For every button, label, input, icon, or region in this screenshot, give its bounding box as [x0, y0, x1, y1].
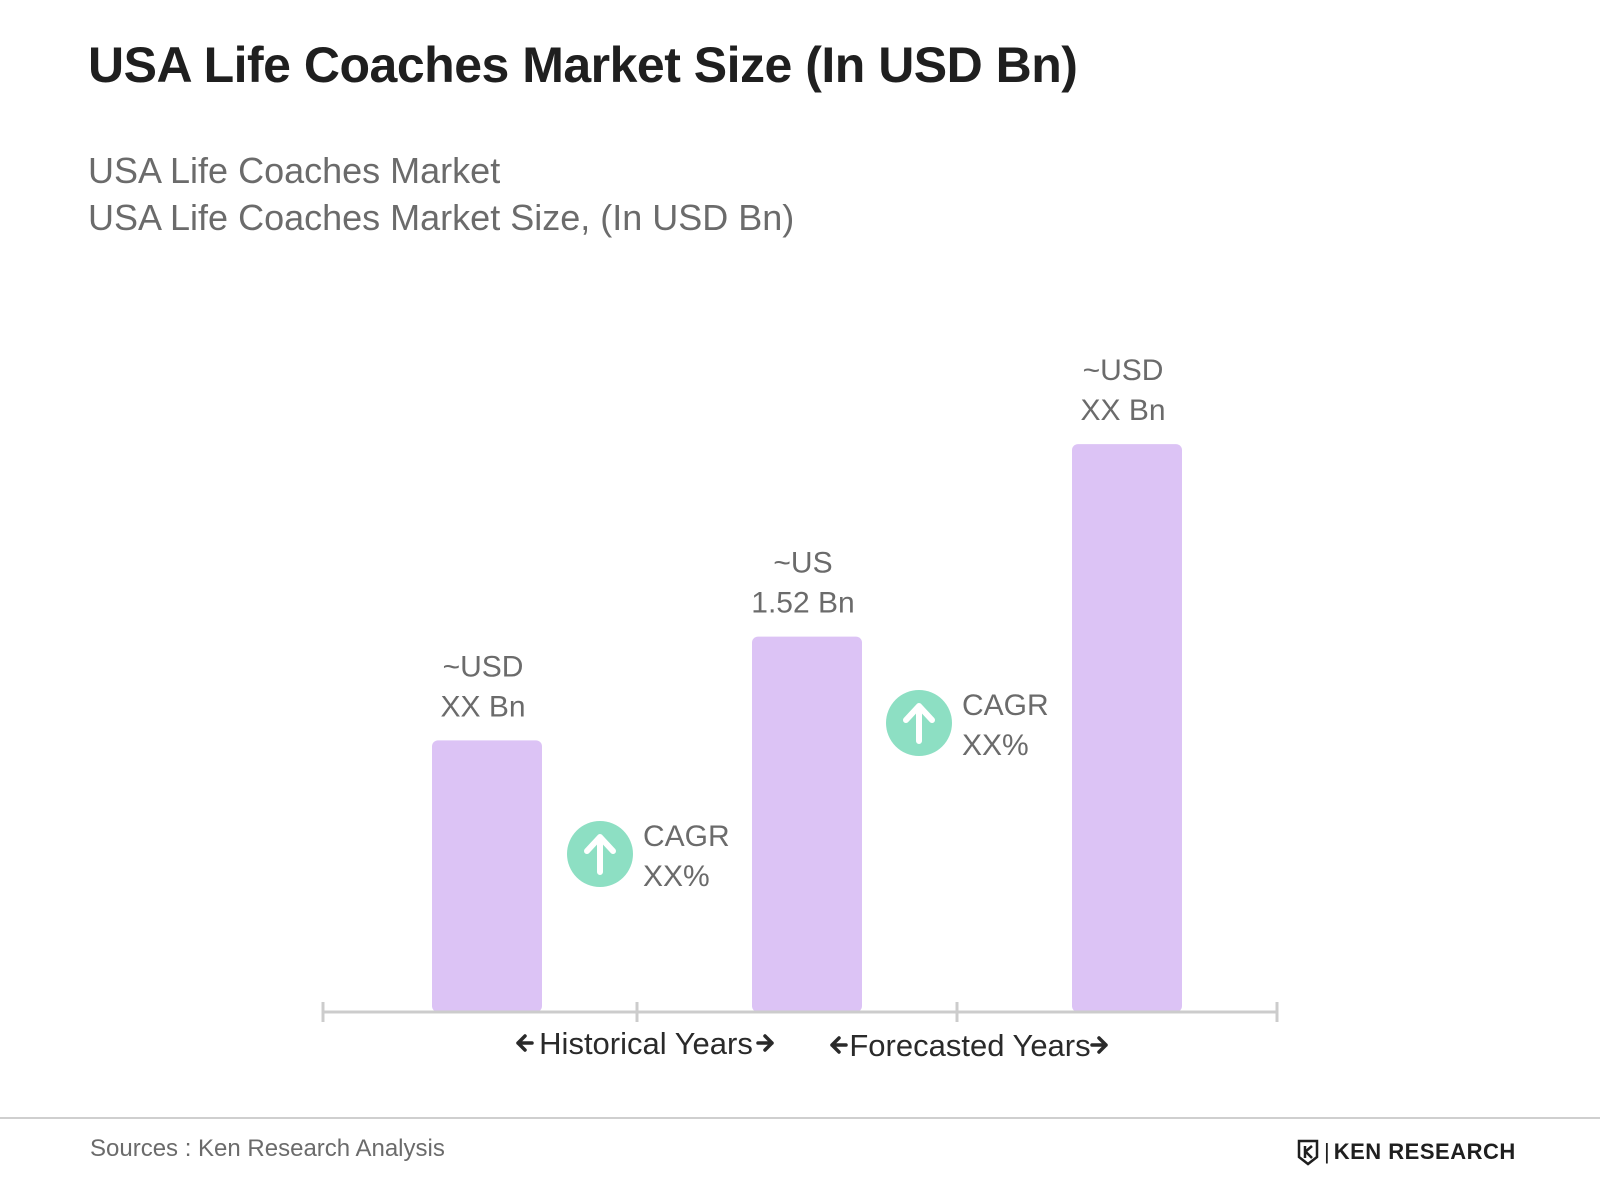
period-label-1: Historical Years: [539, 1026, 753, 1061]
chart-subtitle-units: USA Life Coaches Market Size, (In USD Bn…: [88, 197, 795, 238]
chart-subtitle: USA Life Coaches Market: [88, 150, 501, 191]
period-2-left-arrow-icon: [830, 1036, 848, 1054]
cagr-2-value: XX%: [962, 729, 1029, 762]
logo-text: KEN RESEARCH: [1333, 1139, 1516, 1164]
bar-1-label-line1: ~USD: [443, 650, 524, 683]
bar-chart: ~USD XX Bn ~US 1.52 Bn ~USD XX Bn CAGR XX% CAGR X…: [321, 354, 1279, 1063]
logo-separator: |: [1324, 1139, 1330, 1164]
cagr-2-arrow-glyph: [903, 703, 935, 744]
cagr-1-value: XX%: [643, 860, 710, 893]
bar-3-label-line1: ~USD: [1083, 354, 1164, 387]
cagr-1-arrow-glyph: [584, 834, 616, 875]
period-2-right-arrow-icon: [1090, 1036, 1108, 1054]
bar-3: [1072, 444, 1182, 1013]
bar-2-label-line1: ~US: [773, 547, 832, 580]
bar-2-label-line2: 1.52 Bn: [751, 587, 854, 620]
bar-1: [432, 740, 542, 1012]
period-1-right-arrow-icon: [756, 1034, 774, 1052]
period-label-2: Forecasted Years: [849, 1028, 1090, 1063]
ken-research-logo: | KEN RESEARCH: [1296, 1136, 1516, 1168]
bar-3-label-line2: XX Bn: [1080, 394, 1165, 427]
page-title: USA Life Coaches Market Size (In USD Bn): [88, 37, 1078, 93]
ken-research-logo-icon: [1297, 1139, 1319, 1166]
bar-1-label-line2: XX Bn: [440, 690, 525, 723]
cagr-2-label: CAGR: [962, 689, 1049, 722]
period-1-left-arrow-icon: [516, 1034, 534, 1052]
source-note: Sources : Ken Research Analysis: [90, 1135, 445, 1162]
bar-2: [752, 636, 862, 1012]
cagr-1-label: CAGR: [643, 820, 730, 853]
footer-divider: [0, 1117, 1600, 1119]
